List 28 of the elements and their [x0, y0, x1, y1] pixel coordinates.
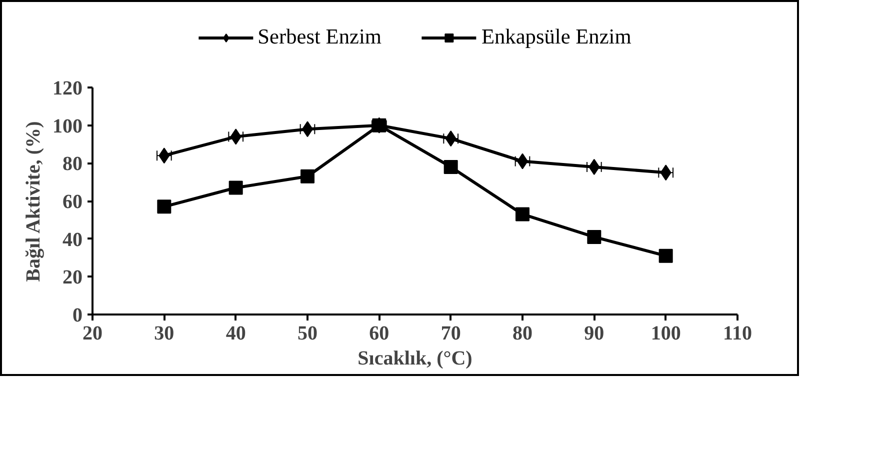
point	[516, 207, 530, 222]
y-tick-label: 120	[52, 78, 82, 100]
point	[300, 169, 314, 184]
x-tick-label: 90	[584, 322, 604, 344]
x-tick-label: 60	[369, 322, 390, 344]
legend-label: Serbest Enzim	[258, 24, 382, 50]
point	[228, 180, 243, 195]
point	[444, 160, 458, 174]
point	[157, 200, 172, 214]
legend-label: Enkapsüle Enzim	[481, 24, 632, 50]
x-tick-label: 70	[440, 322, 461, 344]
y-tick-label: 20	[62, 266, 82, 289]
x-tick-label: 80	[512, 322, 532, 344]
x-tick-label: 50	[298, 322, 318, 344]
x-tick-label: 40	[226, 322, 246, 344]
y-tick-label: 80	[62, 153, 82, 176]
y-tick-label: 100	[52, 115, 82, 138]
x-tick-label: 20	[82, 322, 102, 344]
y-tick-label: 0	[72, 304, 82, 326]
y-tick-label: 60	[62, 191, 82, 213]
y-axis-title: Bağıl Aktivite, (%)	[22, 121, 44, 282]
x-tick-label: 100	[650, 322, 681, 344]
x-axis-title: Sıcaklık, (°C)	[358, 348, 472, 370]
point	[587, 230, 602, 244]
y-tick-label: 40	[62, 228, 82, 251]
x-tick-label: 110	[723, 322, 752, 344]
point	[658, 248, 673, 263]
x-tick-label: 30	[154, 322, 174, 344]
